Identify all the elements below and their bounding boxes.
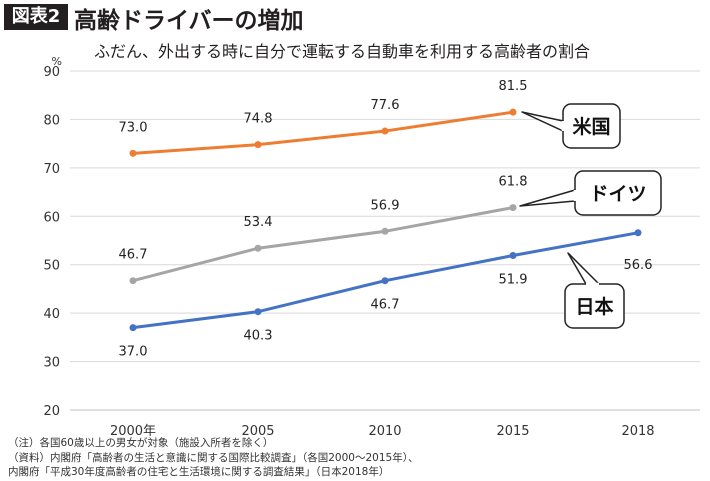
x-tick-label: 2018 — [621, 424, 654, 436]
data-label: 46.7 — [371, 298, 400, 313]
source-notes: （注）各国60歳以上の男女が対象（施設入所者を除く） （資料）内閣府「高齢者の生… — [8, 436, 418, 480]
data-label: 81.5 — [499, 79, 528, 94]
legend-label: 米国 — [572, 115, 610, 138]
y-tick-label: 50 — [43, 259, 60, 274]
y-tick-label: 60 — [43, 210, 60, 225]
data-label: 74.8 — [244, 112, 273, 127]
data-label: 37.0 — [119, 345, 148, 360]
y-tick-label: 30 — [43, 356, 60, 371]
y-tick-label: 40 — [43, 307, 60, 322]
data-point — [129, 277, 137, 285]
note-line-3: 内閣府「平成30年度高齢者の住宅と生活環境に関する調査結果」（日本2018年） — [8, 466, 390, 478]
legend-callout-pointer — [521, 111, 564, 132]
data-point — [381, 127, 389, 135]
legend-callout-pointer — [519, 189, 576, 207]
chart-subtitle: ふだん、外出する時に自分で運転する自動車を利用する高齢者の割合 — [94, 42, 591, 61]
data-point — [509, 108, 517, 116]
chart-title: 高齢ドライバーの増加 — [74, 8, 304, 34]
data-label: 61.8 — [499, 175, 528, 190]
data-label: 51.9 — [499, 273, 528, 288]
y-unit-label: % — [52, 55, 62, 68]
legend-label: 日本 — [575, 295, 613, 318]
data-label: 73.0 — [119, 120, 148, 135]
data-point — [129, 324, 137, 332]
note-line-1: （注）各国60歳以上の男女が対象（施設入所者を除く） — [8, 437, 274, 449]
x-tick-label: 2000年 — [110, 424, 156, 436]
data-point — [381, 227, 389, 235]
series-line-2 — [132, 206, 514, 283]
data-label: 53.4 — [244, 215, 273, 230]
y-tick-label: 80 — [43, 113, 60, 128]
data-point — [254, 141, 262, 149]
data-label: 40.3 — [244, 329, 273, 344]
data-point — [129, 149, 137, 157]
legend-callout-pointer — [567, 252, 600, 285]
y-tick-label: 20 — [43, 404, 60, 419]
series-line-1 — [132, 110, 514, 155]
data-point — [381, 277, 389, 285]
data-point — [509, 252, 517, 260]
data-point — [254, 244, 262, 252]
data-point — [634, 229, 642, 237]
data-label: 46.7 — [119, 248, 148, 263]
x-tick-label: 2010 — [368, 424, 401, 436]
line-chart: 20 30 40 50 60 70 80 90% 2000年 2005 2010 2015 2018 73… — [43, 55, 700, 436]
legend-label: ドイツ — [589, 183, 646, 205]
x-tick-label: 2015 — [496, 424, 529, 436]
data-label: 56.6 — [624, 258, 653, 273]
figure-label: 図表2 — [4, 4, 68, 30]
note-line-2: （資料）内閣府「高齢者の生活と意識に関する国際比較調査」（各国2000～2015… — [8, 451, 419, 464]
x-tick-label: 2005 — [241, 424, 274, 436]
data-label: 56.9 — [371, 198, 400, 213]
y-tick-label: 90 — [43, 65, 60, 80]
data-point — [509, 204, 517, 212]
data-point — [254, 308, 262, 316]
data-label: 77.6 — [371, 98, 400, 113]
y-tick-label: 70 — [43, 162, 60, 177]
